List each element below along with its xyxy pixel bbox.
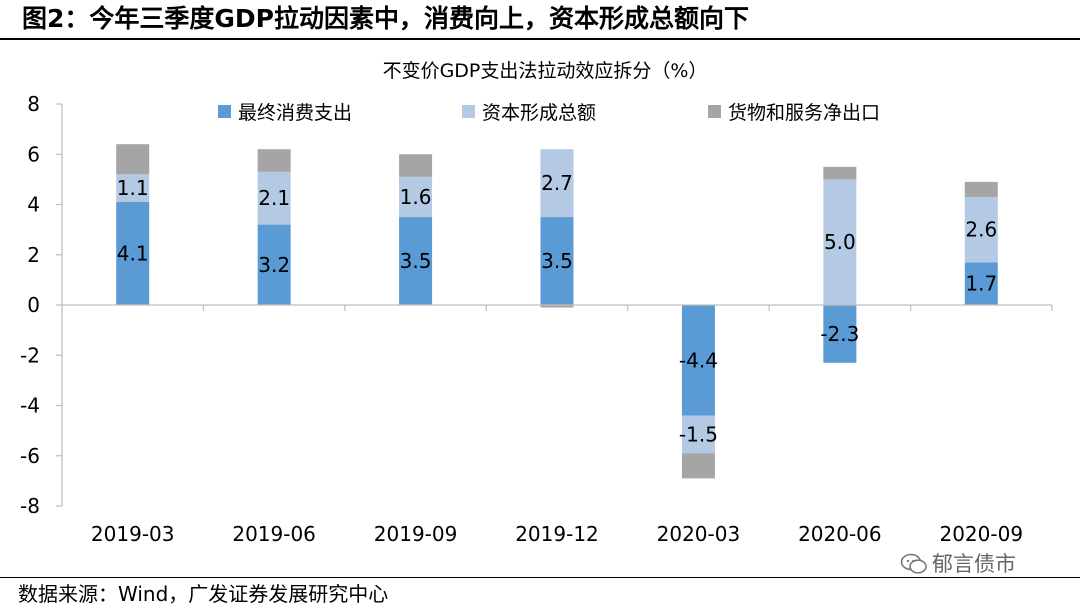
bar-segment [116,174,150,202]
bar-segment [399,176,433,218]
bar-segment [964,181,998,197]
bar-segment [257,149,291,172]
bar-segment [681,453,715,479]
bar-segment [116,144,150,175]
bar-segment [116,201,150,305]
source-rule [0,577,1080,578]
x-tick-label: 2020-09 [939,522,1023,546]
x-axis: 2019-03 2019-06 2019-09 2019-12 2020-03 2020-… [61,304,1053,546]
bar-segment [399,154,433,177]
y-tick-label: 0 [27,293,40,317]
bars [116,144,998,479]
data-label: 2.6 [965,218,997,242]
bar-segment [540,149,574,218]
y-tick-label: -6 [20,444,40,468]
data-label: 3.5 [541,249,573,273]
data-labels: 4.1 1.1 3.2 2.1 3.5 1.6 3.5 2.7 -4.4 -1.5 -2.3 5.0 1… [117,171,997,446]
x-tick-label: 2020-06 [798,522,882,546]
y-tick-label: -8 [20,494,40,518]
y-tick-label: 2 [27,243,40,267]
legend-label: 资本形成总额 [482,102,596,124]
y-tick-label: -2 [20,343,40,367]
watermark-text: 郁言债市 [932,552,1016,576]
data-label: -4.4 [679,348,718,372]
x-tick-label: 2019-09 [374,522,458,546]
bar-segment [540,305,574,308]
chart-title: 不变价GDP支出法拉动效应拆分（%） [383,60,708,82]
y-axis: 8 6 4 2 0 -2 -4 -6 -8 [20,92,63,518]
bar-segment [964,262,998,305]
bar-segment [964,196,998,263]
bar-segment [681,415,715,454]
bar-segment [399,217,433,305]
data-label: 1.7 [965,272,997,296]
bar-segment [257,224,291,305]
bar-segment [540,217,574,305]
data-label: 1.6 [400,185,432,209]
watermark: 郁言债市 [900,548,1016,578]
x-tick-label: 2020-03 [657,522,741,546]
legend-swatch [708,105,721,118]
bar-segment [257,171,291,225]
bar-segment [823,305,857,363]
figure-title: 图2：今年三季度GDP拉动因素中，消费向上，资本形成总额向下 [22,4,749,33]
legend-swatch [218,105,231,118]
data-label: 3.5 [400,249,432,273]
title-rule [0,38,1080,40]
bar-segment [823,179,857,305]
data-label: 5.0 [824,230,856,254]
legend: 最终消费支出 资本形成总额 货物和服务净出口 [218,102,880,124]
source-note: 数据来源：Wind，广发证券发展研究中心 [18,582,389,606]
legend-label: 最终消费支出 [238,102,352,124]
y-tick-label: 8 [27,92,40,116]
data-label: -1.5 [679,422,718,446]
bar-segment [823,166,857,180]
x-tick-label: 2019-12 [515,522,599,546]
data-label: -2.3 [820,322,859,346]
wechat-icon [900,553,927,574]
data-label: 1.1 [117,176,149,200]
data-label: 4.1 [117,241,149,265]
x-tick-label: 2019-03 [91,522,175,546]
data-label: 2.7 [541,171,573,195]
y-tick-label: 6 [27,142,40,166]
y-tick-label: -4 [20,394,40,418]
legend-swatch [462,105,475,118]
data-label: 3.2 [258,253,290,277]
bar-segment [681,305,715,416]
x-tick-label: 2019-06 [232,522,316,546]
y-tick-label: 4 [27,193,40,217]
legend-label: 货物和服务净出口 [728,102,880,124]
data-label: 2.1 [258,186,290,210]
